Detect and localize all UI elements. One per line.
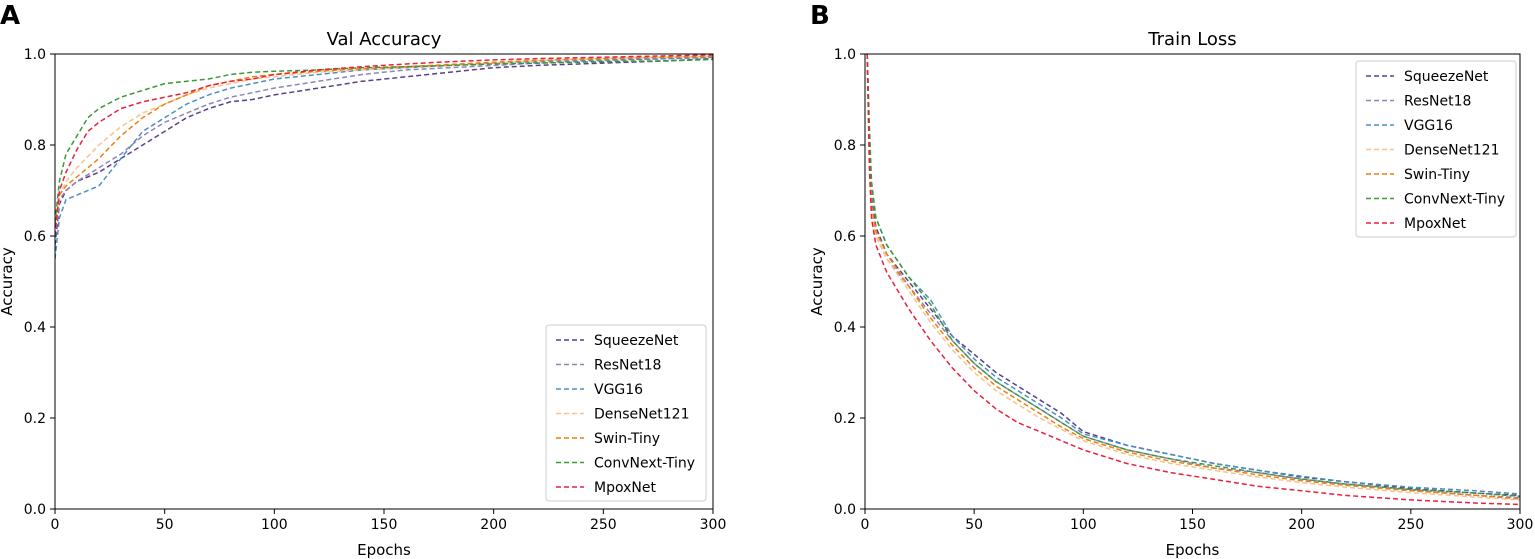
legend-entry: DenseNet121 [594,407,689,423]
y-tick-label: 0.6 [834,229,856,245]
y-tick-label: 1.0 [24,47,46,63]
series-line-mpoxnet [866,54,1520,506]
x-tick-label: 50 [965,517,983,533]
y-tick-label: 0.4 [24,320,46,336]
series-line-squeezenet [55,57,713,246]
series-line-mpoxnet [55,54,713,237]
legend-entry: Swin-Tiny [594,431,660,447]
y-tick-label: 0.2 [24,411,46,427]
x-tick-label: 300 [700,517,727,533]
legend: SqueezeNet ResNet18 VGG16 DenseNet121 Swin-T… [545,324,707,502]
x-tick-label: 100 [1070,517,1097,533]
legend-entry: ResNet18 [594,358,661,374]
x-tick-label: 0 [51,517,60,533]
y-tick-label: 0.4 [834,320,856,336]
x-tick-label: 250 [590,517,617,533]
series-line-resnet18 [866,54,1520,499]
panel-label: B [810,1,830,31]
y-tick-label: 0.8 [24,138,46,154]
legend-box [1355,60,1517,238]
legend-entry: SqueezeNet [1404,69,1489,85]
legend-entry: MpoxNet [594,480,656,496]
panel-a: A Val Accuracy 0 50 100 150 200 250 300 0.0 0.2 0.4… [0,1,726,559]
legend-entry: MpoxNet [1404,216,1466,232]
legend-entry: DenseNet121 [1404,143,1499,159]
series-line-resnet18 [55,56,713,237]
y-tick-label: 0.0 [24,502,46,518]
series-line-convnext-tiny [55,58,713,223]
y-tick-label: 0.0 [834,502,856,518]
legend-entry: ConvNext-Tiny [1404,192,1505,208]
x-tick-label: 150 [1179,517,1206,533]
x-tick-label: 300 [1507,517,1534,533]
legend-entry: VGG16 [1404,118,1453,134]
legend-entry: ConvNext-Tiny [594,456,695,472]
series-line-vgg16 [866,54,1520,495]
series-group [866,54,1520,506]
panel-b: B Train Loss 0 50 100 150 200 250 300 0.0 0.2 0.4 0.… [808,1,1533,559]
series-line-densenet121 [55,55,713,237]
panel-label: A [0,1,20,31]
x-tick-label: 250 [1397,517,1424,533]
series-line-swin-tiny [866,54,1520,500]
y-axis-label: Accuracy [808,247,826,316]
chart-title: Train Loss [1147,29,1236,50]
series-group [55,54,713,259]
y-tick-label: 0.8 [834,138,856,154]
y-tick-label: 0.6 [24,229,46,245]
y-tick-label: 1.0 [834,47,856,63]
x-tick-label: 200 [480,517,507,533]
legend-box [545,324,707,502]
x-tick-label: 50 [156,517,174,533]
x-axis-label: Epochs [1166,541,1220,559]
x-tick-label: 0 [861,517,870,533]
legend-entry: VGG16 [594,382,643,398]
legend-entry: SqueezeNet [594,333,679,349]
legend-entry: ResNet18 [1404,94,1471,110]
legend-entry: Swin-Tiny [1404,167,1470,183]
x-tick-label: 100 [261,517,288,533]
x-tick-label: 150 [371,517,398,533]
x-tick-label: 200 [1288,517,1315,533]
series-line-swin-tiny [55,55,713,228]
y-axis-label: Accuracy [0,247,16,316]
chart-title: Val Accuracy [327,29,442,50]
legend: SqueezeNet ResNet18 VGG16 DenseNet121 Swin-T… [1355,60,1517,238]
x-axis-label: Epochs [357,541,411,559]
y-tick-label: 0.2 [834,411,856,427]
